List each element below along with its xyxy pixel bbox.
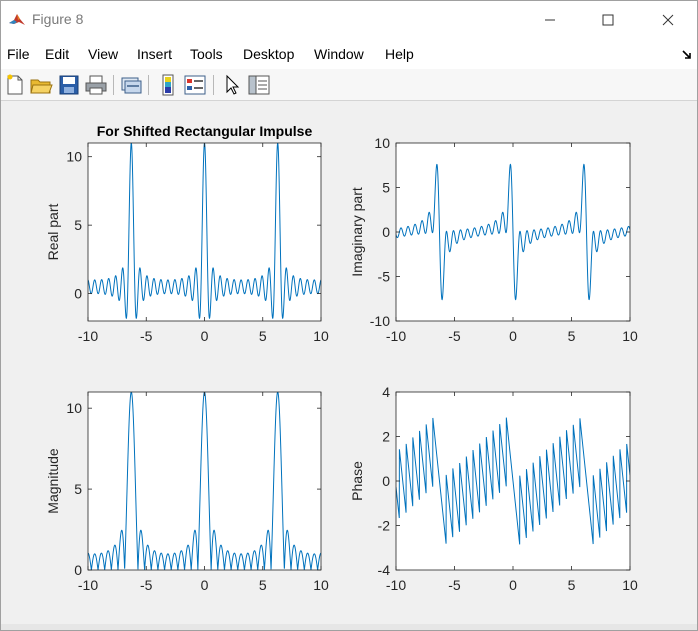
y-tick-label: 0 [74, 286, 82, 302]
subplot-2: -10 -5 0 5 10 -10 -5 0 5 10 Imaginary part [349, 135, 638, 344]
x-tick-label: -10 [78, 577, 98, 593]
x-tick-label: 0 [509, 328, 517, 344]
x-tick-label: -10 [78, 328, 98, 344]
x-tick-label: 10 [622, 328, 638, 344]
y-axis-label: Imaginary part [349, 187, 365, 277]
y-tick-label: 5 [74, 217, 82, 233]
y-tick-label: -2 [378, 518, 391, 534]
y-tick-label: 0 [74, 562, 82, 578]
axes-background [88, 143, 321, 321]
y-tick-label: 5 [74, 481, 82, 497]
x-tick-label: 5 [259, 328, 267, 344]
y-tick-label: -10 [370, 313, 390, 329]
y-tick-label: -5 [378, 269, 391, 285]
y-tick-label: 10 [374, 135, 390, 151]
subplot-4: -10 -5 0 5 10 -4 -2 0 2 4 Phase [349, 384, 638, 593]
y-tick-label: 4 [382, 384, 390, 400]
x-tick-label: 0 [509, 577, 517, 593]
x-tick-label: -5 [448, 328, 461, 344]
y-tick-label: 2 [382, 429, 390, 445]
x-tick-label: -5 [140, 328, 153, 344]
x-tick-label: 5 [568, 577, 576, 593]
x-tick-label: 10 [313, 328, 329, 344]
y-axis-label: Phase [349, 461, 365, 501]
subplot-1: -10 -5 0 5 10 0 5 10 Real part For Shifted Rectan… [45, 123, 329, 344]
plot-title: For Shifted Rectangular Impulse [97, 123, 313, 139]
x-tick-label: 5 [259, 577, 267, 593]
x-tick-label: 0 [201, 577, 209, 593]
y-tick-label: 10 [66, 400, 82, 416]
subplot-3: -10 -5 0 5 10 0 5 10 Magnitude [45, 392, 329, 593]
y-axis-label: Real part [45, 203, 61, 260]
y-tick-label: 10 [66, 149, 82, 165]
y-tick-label: 5 [382, 180, 390, 196]
x-tick-label: 5 [568, 328, 576, 344]
y-tick-label: -4 [378, 562, 391, 578]
y-tick-label: 0 [382, 224, 390, 240]
y-axis-label: Magnitude [45, 448, 61, 514]
x-tick-label: -10 [386, 328, 406, 344]
x-tick-label: 0 [201, 328, 209, 344]
x-tick-label: -10 [386, 577, 406, 593]
x-tick-label: 10 [313, 577, 329, 593]
y-tick-label: 0 [382, 473, 390, 489]
x-tick-label: -5 [140, 577, 153, 593]
x-tick-label: -5 [448, 577, 461, 593]
x-tick-label: 10 [622, 577, 638, 593]
